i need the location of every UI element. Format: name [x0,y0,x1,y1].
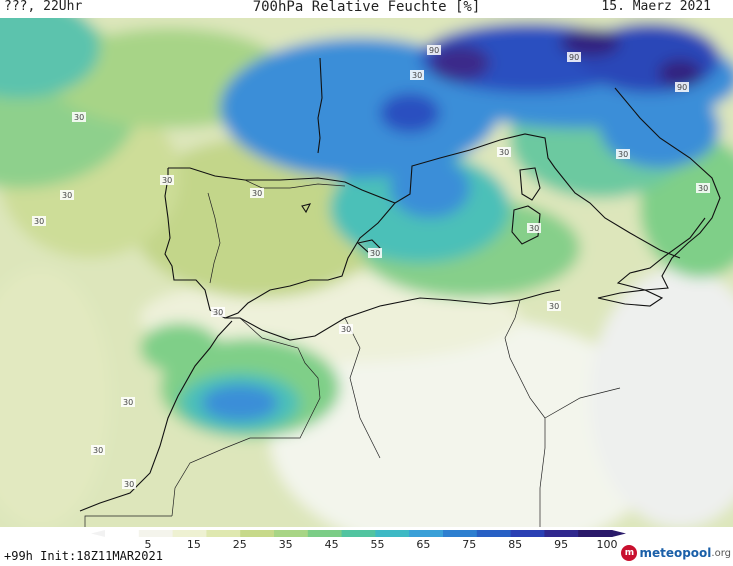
map-title: 700hPa Relative Feuchte [%] [252,0,481,15]
legend-tick-label: 85 [508,538,522,549]
svg-text:90: 90 [569,53,579,62]
legend-tick-label: 25 [233,538,247,549]
contour-label-30: 30 [616,149,630,159]
legend-tick-label: 75 [462,538,476,549]
contour-label-30: 30 [339,324,353,334]
contour-label-30: 30 [32,216,46,226]
contour-label-90: 90 [675,82,689,92]
svg-text:30: 30 [93,446,103,455]
legend-swatch [578,530,613,537]
svg-text:30: 30 [162,176,172,185]
contour-label-90: 90 [427,45,441,55]
svg-text:90: 90 [429,46,439,55]
init-time-label: +99h Init:18Z11MAR2021 [4,549,163,563]
legend-arrow [91,530,105,537]
svg-text:30: 30 [618,150,628,159]
brand: m meteopool .org [621,545,731,561]
legend-swatch [476,530,512,537]
humidity-field [0,18,733,527]
legend-swatch [105,530,140,537]
contour-label-30: 30 [72,112,86,122]
contour-label-30: 30 [60,190,74,200]
legend-tick-label: 5 [145,538,152,549]
svg-text:30: 30 [74,113,84,122]
contour-label-30: 30 [160,175,174,185]
map-header: ???, 22Uhr 700hPa Relative Feuchte [%] 1… [0,0,733,18]
legend-swatch [375,530,410,537]
map-footer: 5 15 25 35 45 55 65 75 85 95 100 +99h Init:18Z11MA… [0,527,733,566]
contour-label-30: 30 [121,397,135,407]
svg-text:30: 30 [34,217,44,226]
svg-text:30: 30 [529,224,539,233]
svg-text:30: 30 [412,71,422,80]
svg-text:30: 30 [213,308,223,317]
contour-label-90: 90 [567,52,581,62]
legend-swatch [510,530,545,537]
legend-swatch [172,530,207,537]
contour-label-30: 30 [211,307,225,317]
legend-swatch [138,530,174,537]
svg-text:30: 30 [123,398,133,407]
svg-text:90: 90 [677,83,687,92]
legend-tick-label: 35 [279,538,293,549]
legend-swatch [341,530,376,537]
borders [84,179,621,527]
svg-text:30: 30 [62,191,72,200]
legend-tick-label: 15 [187,538,201,549]
legend-swatch [240,530,275,537]
svg-text:30: 30 [549,302,559,311]
brand-name: meteopool [639,546,712,560]
isoline-labels: 90 90 90 30 30 30 30 30 [32,45,710,489]
legend-tick-label: 95 [554,538,568,549]
meteopool-logo-icon: m [621,545,638,561]
color-legend: 5 15 25 35 45 55 65 75 85 95 100 [91,530,626,549]
legend-tick-label: 45 [325,538,339,549]
svg-text:30: 30 [499,148,509,157]
legend-ticks: 5 15 25 35 45 55 65 75 85 95 100 [145,538,618,549]
contour-label-30: 30 [547,301,561,311]
svg-text:30: 30 [341,325,351,334]
map-date: 15. Maerz 2021 [601,0,711,14]
legend-tick-label: 100 [597,538,618,549]
contour-label-30: 30 [527,223,541,233]
brand-tld: .org [711,547,731,559]
svg-text:30: 30 [370,249,380,258]
legend-tick-label: 65 [416,538,430,549]
legend-swatch [443,530,478,537]
legend-swatch [409,530,444,537]
contour-label-30: 30 [250,188,264,198]
contour-label-30: 30 [497,147,511,157]
humidity-map: 90 90 90 30 30 30 30 30 [0,18,733,527]
contour-label-30: 30 [410,70,424,80]
contour-label-30: 30 [696,183,710,193]
legend-tick-label: 55 [371,538,385,549]
contour-label-30: 30 [122,479,136,489]
legend-arrow [612,530,626,537]
legend-swatch [274,530,309,537]
contour-label-30: 30 [368,248,382,258]
valid-time-label: ???, 22Uhr [4,0,83,14]
svg-text:30: 30 [124,480,134,489]
svg-text:30: 30 [698,184,708,193]
legend-swatch [544,530,579,537]
legend-color-bar [91,530,626,537]
contour-label-30: 30 [91,445,105,455]
legend-swatch [307,530,343,537]
legend-swatch [206,530,241,537]
svg-text:30: 30 [252,189,262,198]
